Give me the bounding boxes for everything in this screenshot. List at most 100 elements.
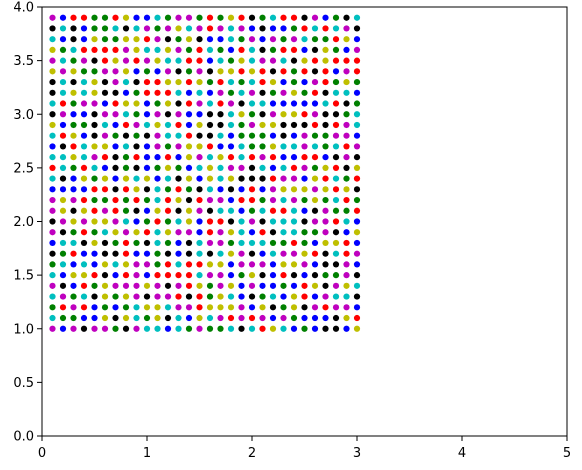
ticks-layer: 0 1 2 3 4 5 0.0 0.5 1.0 1.5 2.0 2.5 3.0 3.5 4.0 [13,1,571,462]
scatter-point [133,164,140,171]
scatter-point [206,325,214,332]
scatter-point [311,261,319,268]
scatter-point [175,143,182,150]
scatter-point [154,250,161,257]
scatter-point [112,132,119,139]
scatter-point [206,78,214,86]
scatter-point [343,36,350,43]
scatter-point [59,164,67,171]
scatter-point [280,132,287,139]
scatter-point [343,89,350,96]
scatter-point [196,272,203,279]
scatter-point [353,46,361,54]
scatter-point [70,78,77,86]
scatter-point [238,272,245,279]
scatter-point [112,121,119,129]
scatter-point [269,229,277,236]
scatter-point [122,293,130,300]
scatter-point [343,164,350,171]
scatter-point [185,14,193,21]
scatter-point [227,175,235,182]
scatter-point [238,89,245,96]
scatter-point [290,186,298,193]
scatter-point [353,68,361,75]
scatter-point [322,250,329,257]
scatter-point [332,25,340,32]
scatter-point [185,282,193,289]
scatter-point [154,175,161,182]
scatter-point [175,78,182,86]
scatter-point [217,175,224,182]
scatter-point [185,250,193,257]
scatter-point [175,154,182,161]
scatter-point [101,121,109,129]
scatter-point [185,293,193,300]
scatter-point [332,78,340,86]
scatter-point [122,164,130,171]
scatter-point [227,100,235,107]
scatter-point [91,304,98,311]
scatter-point [311,239,319,247]
scatter-point [353,250,361,257]
scatter-point [311,282,319,289]
scatter-point [322,218,329,225]
scatter-point [248,282,256,289]
scatter-point [70,272,77,279]
scatter-point [112,57,119,64]
scatter-point [185,89,193,96]
scatter-point [217,46,224,54]
scatter-point [164,57,172,64]
scatter-point [343,68,350,75]
scatter-point [101,46,109,54]
scatter-point [343,218,350,225]
scatter-point [238,154,245,161]
scatter-point [133,121,140,129]
scatter-point [164,229,172,236]
scatter-point [227,218,235,225]
scatter-point [59,25,67,32]
scatter-point [269,132,277,139]
scatter-point [332,132,340,139]
scatter-point [238,14,245,21]
scatter-point [311,89,319,96]
scatter-point [196,143,203,150]
scatter-point [112,25,119,32]
scatter-point [238,314,245,322]
scatter-point [238,100,245,107]
scatter-point [196,325,203,332]
scatter-point [311,272,319,279]
scatter-point [175,196,182,204]
scatter-point [185,121,193,129]
scatter-point [332,293,340,300]
scatter-point [343,46,350,54]
scatter-point [112,143,119,150]
scatter-point [175,207,182,214]
scatter-point [217,293,224,300]
scatter-point [248,250,256,257]
scatter-point [185,304,193,311]
scatter-point [70,68,77,75]
scatter-point [80,164,88,171]
scatter-point [248,175,256,182]
scatter-point [353,89,361,96]
scatter-point [122,175,130,182]
scatter-point [301,272,308,279]
scatter-point [143,229,151,236]
scatter-point [332,239,340,247]
scatter-point [259,186,266,193]
scatter-point [269,78,277,86]
scatter-point [196,293,203,300]
scatter-point [143,121,151,129]
scatter-point [248,143,256,150]
scatter-point [59,304,67,311]
scatter-point [143,89,151,96]
scatter-point [332,89,340,96]
scatter-point [196,121,203,129]
scatter-point [70,164,77,171]
scatter-point [322,154,329,161]
scatter-point [217,229,224,236]
scatter-point [196,78,203,86]
scatter-point [259,239,266,247]
scatter-point [259,293,266,300]
scatter-point [227,325,235,332]
